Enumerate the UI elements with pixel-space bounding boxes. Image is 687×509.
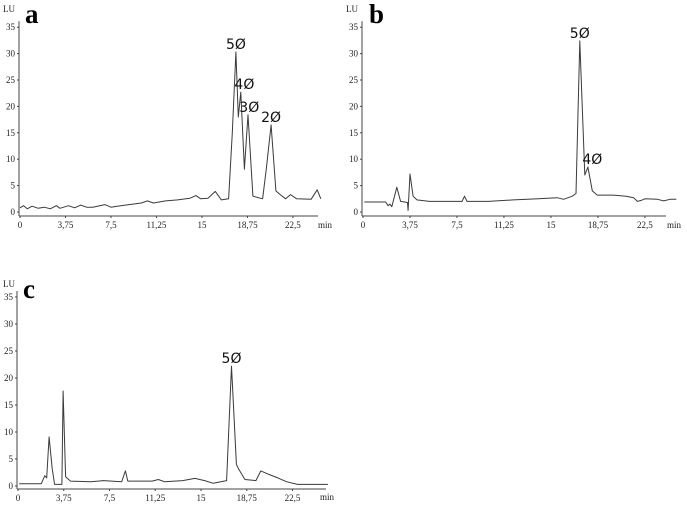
panel-a: 0 5 10 15 20 25 30 35 0 3,75 7,5 11,25 15 18,75 22,5 mi… [3, 0, 333, 230]
y-tick-label: 35 [349, 22, 359, 32]
y-tick-label: 10 [4, 427, 14, 437]
x-tick-label: 3,75 [58, 220, 74, 230]
y-tick-label: 5 [354, 181, 359, 191]
x-tick-label: 18,75 [588, 220, 609, 230]
y-tick-label: 30 [4, 319, 14, 329]
y-tick-label: 5 [11, 181, 16, 191]
y-tick-label: 15 [4, 400, 14, 410]
y-tick-label: 10 [6, 154, 16, 164]
y-tick-label: 20 [4, 373, 14, 383]
x-tick-label: 22,5 [637, 220, 653, 230]
y-tick-label: 20 [6, 101, 16, 111]
y-tick-label: 0 [11, 207, 16, 217]
y-tick-label: 25 [349, 75, 359, 85]
y-tick-label: 25 [4, 346, 14, 356]
panel-letter: c [23, 274, 35, 304]
y-tick-label: 0 [9, 481, 14, 491]
x-tick-label: 11,25 [145, 493, 165, 503]
x-tick-label: 0 [361, 220, 366, 230]
x-axis-label: min [318, 220, 333, 230]
x-tick-label: 7,5 [105, 220, 117, 230]
x-tick-label: 15 [546, 220, 556, 230]
x-tick-label: 15 [197, 220, 207, 230]
peak-label: 2Ø [261, 110, 281, 126]
y-tick-label: 35 [4, 292, 14, 302]
x-tick-label: 11,25 [147, 220, 167, 230]
y-tick-label: 5 [9, 454, 14, 464]
y-tick-label: 15 [6, 128, 16, 138]
x-tick-label: 7,5 [451, 220, 463, 230]
x-tick-label: 22,5 [285, 220, 301, 230]
x-tick-label: 18,75 [237, 493, 258, 503]
y-tick-label: 30 [6, 49, 16, 59]
x-tick-label: 0 [18, 220, 23, 230]
x-axis-label: min [667, 220, 682, 230]
y-axis-label: LU [346, 4, 358, 14]
x-tick-label: 7,5 [104, 493, 116, 503]
chromatogram-trace [19, 51, 322, 210]
x-tick-label: 3,75 [56, 493, 72, 503]
y-tick-label: 10 [349, 154, 359, 164]
peak-label: 5Ø [222, 351, 242, 367]
x-tick-label: 3,75 [402, 220, 418, 230]
panel-c: 0 5 10 15 20 25 30 35 0 3,75 7,5 11,25 15 18,75 22,5 mi… [3, 274, 335, 503]
peak-label: 3Ø [239, 100, 259, 116]
peak-label: 5Ø [226, 37, 246, 53]
y-tick-label: 0 [354, 207, 359, 217]
y-tick-label: 35 [6, 22, 16, 32]
y-axis-label: LU [3, 4, 15, 14]
x-tick-label: 18,75 [237, 220, 258, 230]
panel-letter: b [369, 0, 384, 29]
panel-letter: a [25, 0, 39, 29]
x-tick-label: 0 [16, 493, 21, 503]
panel-b: 0 5 10 15 20 25 30 35 0 3,75 7,5 11,25 15 18,75 22,5 mi… [346, 0, 682, 230]
y-axis-label: LU [3, 279, 15, 289]
y-tick-label: 30 [349, 49, 359, 59]
x-axis-label: min [320, 492, 335, 502]
y-tick-label: 15 [349, 128, 359, 138]
peak-label: 4Ø [582, 152, 602, 168]
y-tick-label: 20 [349, 101, 359, 111]
chromatogram-trace [364, 40, 677, 211]
y-tick-label: 25 [6, 75, 16, 85]
x-tick-label: 22,5 [285, 493, 301, 503]
peak-label: 5Ø [570, 26, 590, 42]
peak-label: 4Ø [234, 77, 254, 93]
x-tick-label: 15 [197, 493, 207, 503]
chromatogram-trace [19, 365, 328, 485]
x-tick-label: 11,25 [494, 220, 514, 230]
